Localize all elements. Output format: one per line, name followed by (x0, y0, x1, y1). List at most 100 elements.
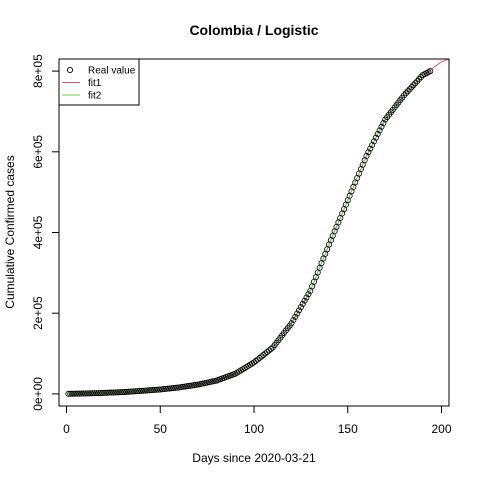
data-point (159, 386, 166, 393)
data-point (121, 388, 128, 395)
data-point (372, 134, 379, 141)
data-point (144, 387, 151, 394)
data-point (155, 386, 162, 393)
data-point (97, 390, 104, 397)
data-point (260, 351, 267, 358)
data-point (160, 386, 167, 393)
data-point (170, 385, 177, 392)
data-point (93, 390, 100, 397)
data-point (414, 78, 421, 85)
data-point (145, 387, 152, 394)
data-point (295, 307, 302, 314)
data-point (80, 390, 87, 397)
legend-marker-circle (66, 66, 74, 74)
data-point (106, 389, 113, 396)
data-point (417, 74, 424, 81)
data-point (76, 390, 83, 397)
data-point (74, 390, 81, 397)
data-point (252, 357, 259, 364)
data-point (256, 354, 263, 361)
data-point (99, 389, 106, 396)
data-point (363, 152, 370, 159)
data-point (125, 388, 132, 395)
data-point (102, 389, 109, 396)
data-point (82, 390, 89, 397)
data-point (116, 389, 123, 396)
data-point (112, 389, 119, 396)
data-point (297, 304, 304, 311)
data-point (91, 390, 98, 397)
data-point (151, 386, 158, 393)
data-point (65, 390, 72, 397)
data-point (87, 390, 94, 397)
data-point (264, 348, 271, 355)
data-point (374, 131, 381, 138)
data-point (136, 387, 143, 394)
data-point (86, 390, 93, 397)
data-point (250, 359, 257, 366)
y-tick-label: 0e+00 (31, 377, 45, 411)
legend-label: fit1 (88, 78, 102, 89)
x-axis: 0 50 100 150 200 (63, 405, 452, 436)
data-point (149, 387, 156, 394)
data-point (110, 389, 117, 396)
data-point (164, 385, 171, 392)
data-point (84, 390, 91, 397)
data-point (369, 141, 376, 148)
x-tick-label: 100 (244, 422, 264, 436)
data-point (290, 317, 297, 324)
data-point (408, 84, 415, 91)
data-point (254, 356, 261, 363)
data-point (262, 350, 269, 357)
data-point (288, 320, 295, 327)
data-point (305, 291, 312, 298)
data-point (104, 389, 111, 396)
data-point (129, 388, 136, 395)
data-point (376, 127, 383, 134)
data-point (168, 385, 175, 392)
y-tick-label: 6e+05 (31, 135, 45, 169)
data-point (267, 345, 274, 352)
data-point (365, 149, 372, 156)
data-point (67, 390, 74, 397)
data-point (89, 390, 96, 397)
x-tick-label: 150 (338, 422, 358, 436)
x-tick-label: 200 (431, 422, 451, 436)
data-point (117, 389, 124, 396)
data-point (410, 82, 417, 89)
data-point (265, 347, 272, 354)
legend-label: fit2 (88, 91, 102, 102)
data-point (378, 123, 385, 130)
data-point (138, 387, 145, 394)
data-point (119, 389, 126, 396)
data-point (258, 353, 265, 360)
data-point (370, 138, 377, 145)
data-point (101, 389, 108, 396)
data-point (292, 313, 299, 320)
data-point (303, 294, 310, 301)
data-point (147, 387, 154, 394)
legend-label: Real value (88, 66, 136, 77)
x-axis-label: Days since 2020-03-21 (192, 451, 316, 465)
data-point (127, 388, 134, 395)
data-point (400, 92, 407, 99)
data-point (162, 385, 169, 392)
y-tick-label: 8e+05 (31, 54, 45, 88)
data-point (299, 300, 306, 307)
data-point (78, 390, 85, 397)
data-point (166, 385, 173, 392)
series-points-real-value (65, 68, 434, 397)
y-tick-label: 2e+05 (31, 296, 45, 330)
data-point (157, 386, 164, 393)
data-point (114, 389, 121, 396)
data-point (367, 145, 374, 152)
chart-title: Colombia / Logistic (189, 22, 318, 38)
data-point (380, 120, 387, 127)
data-point (415, 76, 422, 83)
series-line-fit2 (68, 70, 431, 395)
data-point (130, 388, 137, 395)
data-point (404, 88, 411, 95)
data-point (406, 86, 413, 93)
y-axis: 0e+00 2e+05 4e+05 6e+05 8e+05 (31, 54, 60, 411)
